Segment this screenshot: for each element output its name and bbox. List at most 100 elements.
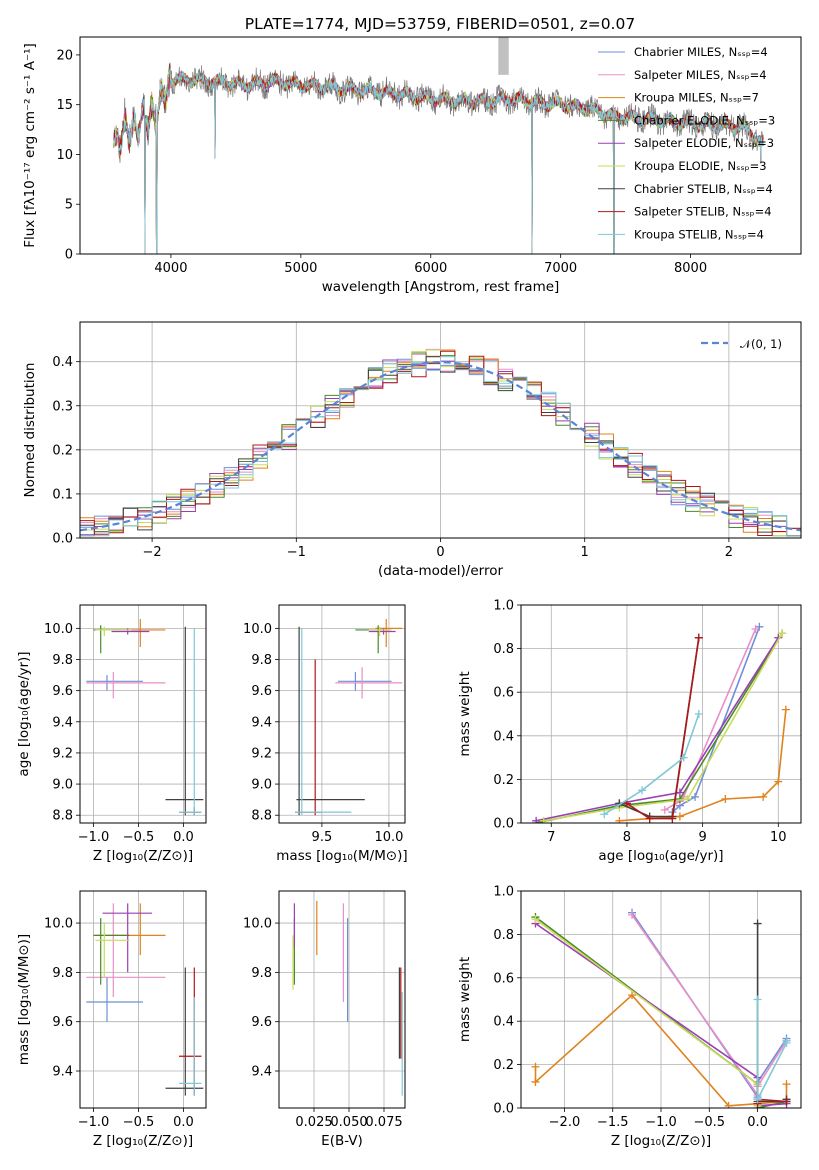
weight-marker-8 [782, 1036, 791, 1045]
weight-marker-7 [694, 633, 703, 642]
y-axis-label: Flux [fλ10⁻¹⁷ erg cm⁻² s⁻¹ A⁻¹] [22, 43, 38, 248]
y-tick-label: 9.4 [251, 715, 272, 730]
x-tick-label: 0.025 [295, 1115, 332, 1130]
weight-marker-1 [628, 910, 637, 919]
x-tick-label: 9 [698, 830, 706, 845]
x-tick-label: −2 [143, 545, 162, 560]
weight-line-8 [603, 713, 700, 815]
weight-marker-8 [753, 995, 762, 1004]
legend-label: Chabrier MILES, Nₛₛₚ=4 [634, 45, 768, 59]
ticks [76, 627, 184, 827]
legend-label: Chabrier STELIB, Nₛₛₚ=4 [634, 182, 773, 196]
y-tick-label: 0.4 [52, 355, 73, 370]
grid-lines [279, 605, 405, 823]
weight-marker-2 [759, 792, 768, 801]
x-tick-label: −1.0 [78, 830, 110, 845]
y-axis-label: age [log₁₀(age/yr)] [16, 651, 32, 776]
weight-marker-2 [531, 1077, 540, 1086]
x-tick-label: −1.0 [78, 1115, 110, 1130]
y-tick-label: 0.4 [493, 729, 514, 744]
x-tick-label: 6000 [414, 261, 447, 276]
weight-marker-7 [668, 814, 677, 823]
y-tick-label: 9.2 [52, 746, 73, 761]
y-axis-label: mass weight [457, 957, 473, 1042]
y-tick-label: 9.8 [251, 653, 272, 668]
y-tick-label: 10.0 [44, 622, 73, 637]
y-tick-label: 9.8 [52, 966, 73, 981]
x-tick-label: 5000 [284, 261, 317, 276]
y-tick-label: 0.2 [493, 1058, 514, 1073]
weight-line-5 [543, 632, 783, 822]
y-tick-label: 0.1 [52, 487, 73, 502]
x-axis-label: mass [log₁₀(M/M⊙)] [276, 848, 407, 864]
x-tick-label: −1 [287, 545, 306, 560]
x-axis-label: Z [log₁₀(Z/Z⊙)] [93, 1133, 193, 1149]
axes-frame [79, 36, 802, 255]
x-axis-label: wavelength [Angstrom, rest frame] [322, 279, 560, 295]
y-axis-label: mass [log₁₀(M/M⊙)] [16, 934, 32, 1065]
panel-residuals: −2 −1 0 1 2 0.0 0.1 0.2 0.3 0.4 (data-model)/error… [22, 321, 802, 579]
y-tick-label: 9.6 [251, 1015, 272, 1030]
weight-marker-2 [675, 812, 684, 821]
y-tick-label: 9.6 [52, 1015, 73, 1030]
weight-marker-8 [753, 1095, 762, 1104]
weight-marker-1 [660, 805, 669, 814]
weight-marker-1 [751, 624, 760, 633]
x-tick-label: 2 [725, 545, 733, 560]
weight-marker-8 [679, 753, 688, 762]
x-tick-label: 1 [581, 545, 589, 560]
normal-curve [80, 360, 801, 532]
x-tick-label: 8 [623, 830, 631, 845]
x-tick-label: 0.050 [330, 1115, 367, 1130]
weight-marker-5 [531, 915, 540, 924]
plot-area [113, 37, 764, 254]
weight-marker-2 [721, 795, 730, 804]
plot-area [532, 622, 790, 823]
y-tick-label: 10.0 [243, 917, 272, 932]
weight-marker-5 [539, 816, 548, 823]
y-tick-label: 0.6 [493, 686, 514, 701]
weight-marker-6 [753, 919, 762, 928]
ticks [517, 604, 779, 827]
axes-frame [79, 604, 207, 824]
legend-label: Kroupa ELODIE, Nₛₛₚ=3 [634, 159, 767, 173]
x-tick-label: −1.0 [645, 1115, 677, 1130]
panel-age-vs-Z: −1.0 −0.5 0.0 8.8 9.0 9.2 9.4 9.6 9.8 10.0 Z [log₁… [16, 604, 207, 864]
y-tick-label: 9.4 [251, 1065, 272, 1080]
ticks [275, 627, 390, 827]
x-axis-label: E(B-V) [321, 1133, 363, 1149]
y-axis-label: Normed distribution [22, 363, 38, 498]
legend: 𝒩(0, 1) [701, 337, 782, 351]
panel-mass-weight-vs-age: 7 8 9 10 0.0 0.2 0.4 0.6 0.8 1.0 age [log₁₀(age/yr… [457, 599, 802, 864]
y-tick-label: 1.0 [493, 599, 514, 614]
x-tick-label: 0 [436, 545, 444, 560]
y-tick-label: 9.8 [52, 653, 73, 668]
y-tick-label: 10 [56, 148, 73, 163]
y-tick-label: 0.0 [493, 1102, 514, 1117]
weight-marker-2 [781, 705, 790, 714]
x-tick-label: 0.0 [747, 1115, 768, 1130]
y-tick-label: 0.0 [52, 532, 73, 547]
masked-region [498, 37, 509, 75]
legend-label: Salpeter ELODIE, Nₛₛₚ=3 [634, 136, 774, 150]
panel-age-vs-mass: 9.5 10.0 8.8 9.0 9.2 9.4 9.6 9.8 10.0 mass [log₁₀… [243, 604, 408, 864]
x-tick-label: 0.0 [173, 830, 194, 845]
y-tick-label: 10.0 [243, 622, 272, 637]
y-tick-label: 1.0 [493, 885, 514, 900]
y-tick-label: 0.3 [52, 399, 73, 414]
axes-frame [278, 890, 406, 1109]
y-tick-label: 0.4 [493, 1015, 514, 1030]
y-tick-label: 9.8 [251, 966, 272, 981]
x-tick-label: −0.5 [123, 830, 155, 845]
figure-title: PLATE=1774, MJD=53759, FIBERID=0501, z=0… [245, 15, 635, 33]
weight-line-4 [535, 637, 779, 822]
legend-label: Kroupa MILES, Nₛₛₚ=7 [634, 91, 759, 105]
ticks [76, 361, 730, 542]
model-spectrum-8 [113, 67, 764, 254]
grid-lines [521, 604, 801, 824]
x-tick-label: 10.0 [374, 830, 403, 845]
legend-label: Kroupa STELIB, Nₛₛₚ=4 [634, 227, 764, 241]
weight-line-3 [535, 632, 783, 823]
